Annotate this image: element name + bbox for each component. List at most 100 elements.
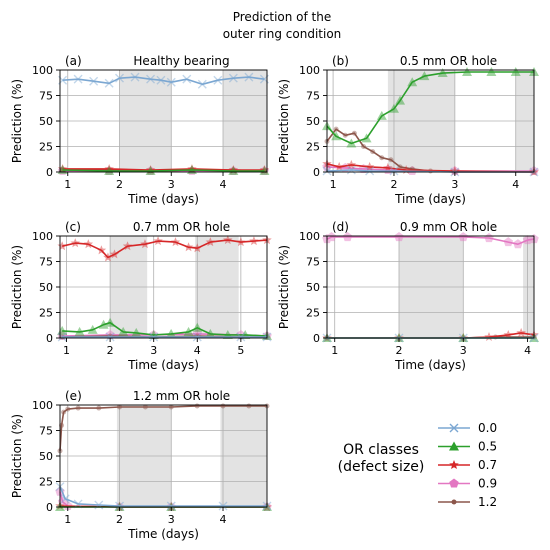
series-line-0-5	[62, 321, 268, 337]
data-point	[213, 75, 223, 85]
x-axis-label: Time (days)	[127, 358, 199, 372]
data-point	[140, 239, 150, 249]
x-tick-label: 5	[237, 344, 244, 357]
data-point	[149, 332, 159, 342]
data-point	[259, 165, 270, 175]
data-point	[74, 326, 85, 336]
series-line-0-0	[59, 486, 267, 507]
data-point	[105, 317, 116, 327]
data-point	[364, 161, 375, 171]
panel-label: (d)	[332, 220, 349, 234]
data-point	[104, 163, 114, 173]
x-tick-label: 2	[116, 513, 123, 526]
y-tick-label: 25	[39, 476, 53, 489]
x-tick-label: 3	[150, 344, 157, 357]
data-point	[115, 501, 125, 511]
data-point	[61, 409, 67, 415]
data-point	[361, 133, 372, 143]
data-point	[376, 110, 387, 120]
legend-entry-0-5: 0.5	[438, 440, 497, 454]
y-tick-label: 0	[313, 332, 320, 345]
legend-marker	[449, 423, 459, 433]
data-point	[419, 71, 430, 81]
series-line-1-2	[59, 405, 267, 451]
y-axis-label: Prediction (%)	[10, 79, 24, 163]
data-point	[334, 161, 344, 171]
data-point	[333, 126, 339, 132]
data-point	[389, 166, 399, 176]
data-point	[73, 74, 83, 84]
legend-label: 0.7	[478, 458, 497, 472]
data-point	[388, 103, 399, 113]
x-tick-label: 2	[116, 178, 123, 191]
series-line-0-5	[62, 169, 265, 172]
data-point	[182, 74, 192, 84]
x-tick-label: 4	[512, 178, 519, 191]
data-point	[130, 72, 140, 82]
data-point	[153, 236, 163, 246]
series-line-0-9	[326, 236, 535, 245]
y-tick-label: 0	[46, 501, 53, 514]
data-point	[513, 239, 523, 249]
legend-label: 1.2	[478, 495, 497, 509]
x-tick-label: 4	[524, 344, 531, 357]
legend-entry-0-0: 0.0	[438, 421, 497, 435]
data-point	[60, 494, 70, 504]
legend-marker	[449, 478, 459, 488]
y-tick-label: 100	[32, 230, 53, 243]
y-tick-label: 100	[299, 230, 320, 243]
data-point	[146, 74, 156, 84]
data-point	[145, 164, 156, 175]
data-point	[96, 245, 107, 255]
x-axis-label: Time (days)	[394, 358, 466, 372]
y-tick-label: 25	[306, 141, 320, 154]
y-tick-label: 0	[313, 166, 320, 179]
x-tick-label: 4	[220, 178, 227, 191]
x-tick-label: 3	[460, 344, 467, 357]
y-tick-label: 25	[39, 141, 53, 154]
data-point	[510, 67, 521, 77]
series-line-0-0	[62, 76, 265, 86]
series-line-0-5	[326, 71, 534, 145]
data-point	[351, 130, 357, 136]
data-point	[104, 165, 115, 175]
data-point	[194, 403, 200, 409]
x-tick-label: 3	[168, 513, 175, 526]
data-point	[361, 144, 367, 149]
legend-entry-0-9: 0.9	[438, 477, 497, 491]
y-tick-label: 50	[39, 115, 53, 128]
data-point	[98, 319, 109, 329]
x-axis-label: Time (days)	[127, 527, 199, 541]
data-point	[166, 77, 176, 87]
data-point	[104, 78, 114, 88]
subplot-title: 1.2 mm OR hole	[133, 389, 230, 403]
y-tick-label: 100	[32, 64, 53, 77]
data-point	[105, 332, 115, 342]
data-point	[187, 163, 197, 173]
y-axis-label: Prediction (%)	[277, 245, 291, 329]
data-point	[342, 132, 348, 138]
y-axis-label: Prediction (%)	[277, 79, 291, 163]
data-point	[166, 501, 176, 511]
data-point	[365, 166, 375, 176]
figure-title-line-1: Prediction of the	[233, 10, 332, 24]
data-point	[395, 95, 406, 105]
data-point	[522, 235, 533, 245]
series-line-0-7	[62, 168, 265, 171]
data-point	[397, 164, 403, 170]
y-tick-label: 50	[39, 281, 53, 294]
data-point	[346, 138, 357, 148]
subplot-title: Healthy bearing	[133, 54, 229, 68]
data-point	[450, 165, 460, 176]
data-point	[462, 67, 473, 77]
data-point	[103, 252, 113, 262]
data-point	[57, 332, 67, 342]
data-point	[228, 165, 239, 175]
data-point	[122, 241, 133, 251]
subplot-1: 1 2 3 4 0 25 50 75 100 Time (days) Prediction (%) (…	[10, 54, 270, 206]
data-point	[370, 149, 376, 155]
y-tick-label: 25	[306, 307, 320, 320]
data-point	[342, 232, 353, 242]
y-tick-label: 75	[39, 90, 53, 103]
